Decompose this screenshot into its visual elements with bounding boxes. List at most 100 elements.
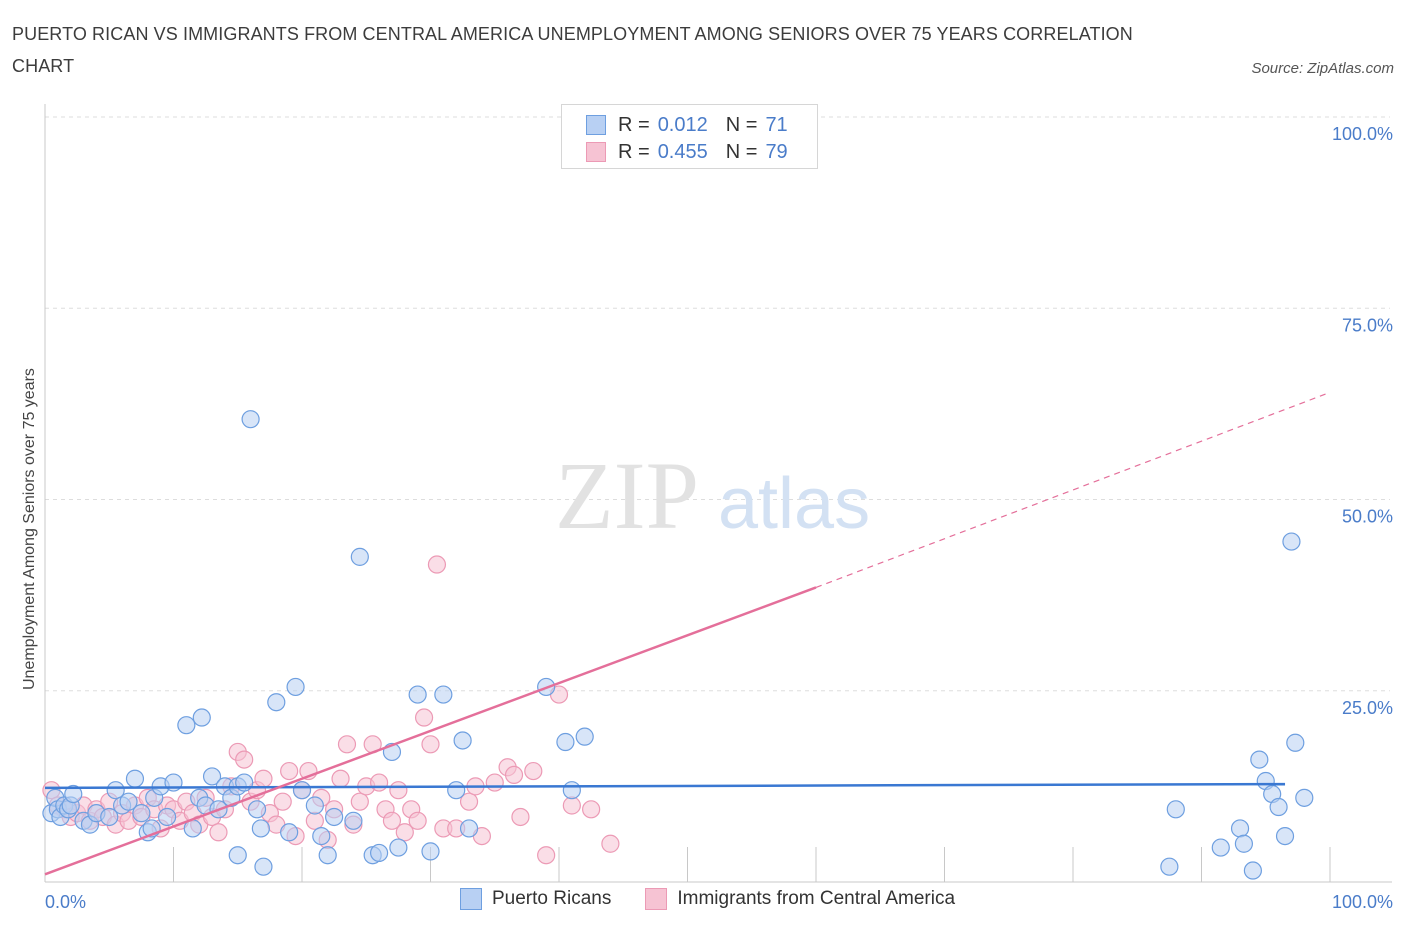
trend-lines xyxy=(44,391,1331,876)
data-point xyxy=(1295,788,1314,807)
legend-r-label: R = xyxy=(618,140,650,163)
data-point xyxy=(350,547,369,566)
data-point xyxy=(254,857,273,876)
tick-labels: 25.0% 50.0% 75.0% 100.0% 0.0% 100.0% xyxy=(45,124,1393,912)
y-tick-label: 50.0% xyxy=(1342,507,1393,527)
legend-label-central-america: Immigrants from Central America xyxy=(677,888,956,909)
data-point xyxy=(370,773,389,792)
data-point xyxy=(382,811,402,830)
data-point xyxy=(1275,826,1295,846)
data-point xyxy=(344,811,363,830)
trend-extension-central-america xyxy=(815,391,1331,589)
data-point xyxy=(318,846,337,865)
data-point xyxy=(537,846,556,865)
data-point xyxy=(1211,838,1230,857)
data-point xyxy=(177,716,196,735)
legend-n-value: 79 xyxy=(765,140,788,163)
data-point xyxy=(280,761,299,781)
data-point xyxy=(312,826,331,846)
data-point xyxy=(421,842,440,861)
data-point xyxy=(228,846,247,865)
data-point xyxy=(132,804,151,823)
x-tick-label: 100.0% xyxy=(1332,892,1393,912)
legend-row-puerto-ricans: R = 0.012 N = 71 xyxy=(586,110,788,140)
data-point xyxy=(1166,800,1185,819)
data-point xyxy=(414,708,434,727)
data-point xyxy=(1243,861,1263,880)
data-point xyxy=(447,781,466,800)
data-point xyxy=(1269,797,1288,817)
data-point xyxy=(1282,532,1301,551)
data-point xyxy=(331,769,350,788)
legend-item-puerto-ricans[interactable]: Puerto Ricans xyxy=(460,888,611,910)
grid-lines xyxy=(45,116,1390,692)
data-point xyxy=(235,750,254,769)
y-tick-label: 25.0% xyxy=(1342,698,1393,718)
data-point xyxy=(157,807,177,827)
data-point xyxy=(421,735,440,754)
series-puerto-ricans-points xyxy=(42,410,1314,880)
data-point xyxy=(575,727,594,746)
legend-swatch-pink xyxy=(645,888,668,910)
data-point xyxy=(453,731,472,750)
watermark-zip: ZIP xyxy=(555,442,699,549)
legend-r-value: 0.455 xyxy=(657,140,708,163)
source-label: Source: ZipAtlas.com xyxy=(1251,60,1394,77)
data-point xyxy=(100,807,119,827)
data-point xyxy=(485,773,504,792)
data-point xyxy=(209,823,228,842)
data-point xyxy=(280,823,299,842)
data-point xyxy=(601,834,620,853)
data-point xyxy=(1160,857,1179,876)
data-point xyxy=(254,769,273,788)
data-point xyxy=(1234,834,1254,853)
data-point xyxy=(504,765,524,785)
legend-label-puerto-ricans: Puerto Ricans xyxy=(492,888,612,909)
data-point xyxy=(273,792,292,811)
trend-line-puerto-ricans xyxy=(44,782,1286,790)
legend-n-label: N = xyxy=(725,113,758,136)
data-point xyxy=(64,784,83,804)
x-tick-label: 0.0% xyxy=(45,892,86,912)
data-point xyxy=(305,811,324,830)
data-point xyxy=(350,792,369,811)
data-point xyxy=(556,732,575,752)
data-point xyxy=(427,555,447,574)
trend-line-central-america xyxy=(44,586,817,876)
data-point xyxy=(305,796,324,815)
data-point xyxy=(524,761,543,781)
legend-n-value: 71 xyxy=(765,113,788,136)
data-point xyxy=(192,708,211,727)
data-point xyxy=(286,677,305,697)
data-point xyxy=(267,693,286,712)
legend-r-label: R = xyxy=(618,113,650,136)
watermark-atlas: atlas xyxy=(718,464,870,544)
legend-swatch-blue xyxy=(460,888,482,910)
data-point xyxy=(562,796,581,815)
data-point xyxy=(389,781,408,800)
y-axis-label: Unemployment Among Seniors over 75 years xyxy=(21,368,38,690)
data-point xyxy=(434,685,453,704)
data-point xyxy=(562,781,581,800)
data-point xyxy=(241,410,260,429)
data-point xyxy=(395,823,414,842)
legend-item-central-america[interactable]: Immigrants from Central America xyxy=(645,888,955,910)
data-point xyxy=(389,838,408,857)
axes xyxy=(44,104,1392,883)
data-point xyxy=(1250,750,1269,769)
data-point xyxy=(119,792,138,811)
data-point xyxy=(459,819,479,838)
data-point xyxy=(459,792,479,811)
data-point xyxy=(202,767,222,786)
data-point xyxy=(247,800,267,819)
data-point xyxy=(582,800,601,819)
legend-r-value: 0.012 xyxy=(657,113,708,136)
legend-swatch-pink xyxy=(586,142,606,162)
data-point xyxy=(251,819,270,838)
legend-n-label: N = xyxy=(725,140,758,163)
data-point xyxy=(292,781,312,800)
data-point xyxy=(408,685,427,704)
data-point xyxy=(511,807,530,827)
data-point xyxy=(337,735,357,754)
